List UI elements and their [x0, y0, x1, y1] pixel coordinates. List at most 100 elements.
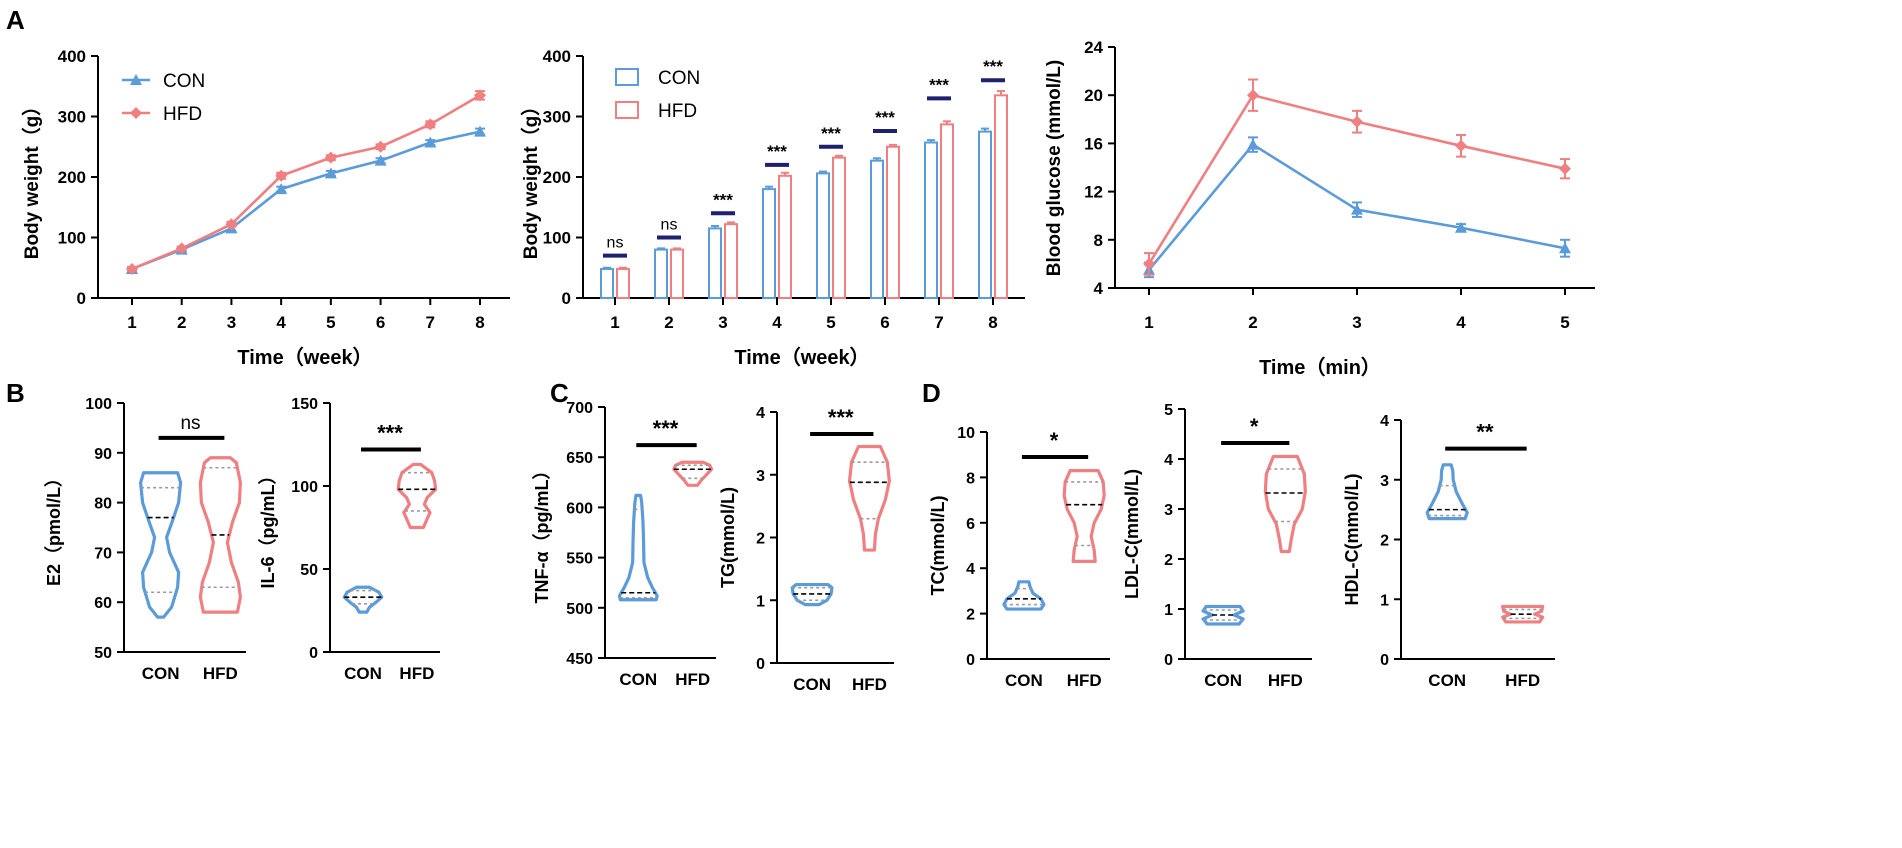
y-tick-label: 100	[85, 396, 112, 413]
bar-hfd	[832, 156, 846, 299]
y-tick-label: 2	[966, 607, 975, 624]
y-tick-label: 10	[957, 425, 975, 442]
y-tick-label: 500	[566, 601, 593, 618]
y-tick-label: 4	[966, 561, 975, 578]
x-tick-label: 6	[376, 313, 385, 332]
significance-label: ***	[821, 124, 841, 143]
point-marker	[130, 107, 142, 119]
y-axis-label: E2（pmol/L）	[44, 469, 64, 586]
y-tick-label: 12	[1084, 183, 1103, 202]
y-tick-label: 650	[566, 450, 593, 467]
x-tick-label: 3	[718, 313, 727, 332]
point-marker	[474, 125, 486, 137]
point-marker	[324, 151, 337, 164]
x-tick-label: 6	[880, 313, 889, 332]
significance-label: ***	[713, 190, 733, 209]
y-tick-label: 0	[562, 289, 571, 308]
y-tick-label: 16	[1084, 134, 1103, 153]
legend-swatch	[615, 101, 639, 119]
violin-hfd	[672, 460, 714, 487]
x-tick-label: 5	[1560, 313, 1569, 332]
y-tick-label: 8	[1094, 231, 1103, 250]
x-tick-label: 1	[127, 313, 136, 332]
violin-con	[1425, 463, 1469, 521]
x-tick-label: 7	[934, 313, 943, 332]
bar-hfd	[886, 145, 900, 299]
chart-d1: 0 2 4 6 8 10 CON HFD * TC(mmol/L)	[928, 425, 1110, 690]
series-line-hfd	[131, 94, 481, 271]
y-tick-label: 300	[543, 108, 571, 127]
y-tick-label: 4	[756, 405, 765, 422]
y-tick-label: 0	[1380, 652, 1389, 669]
x-tick-label: 2	[177, 313, 186, 332]
point-marker	[1351, 203, 1363, 215]
y-axis-label: TG(mmol/L)	[718, 487, 738, 588]
y-tick-label: 70	[94, 545, 112, 562]
y-tick-label: 0	[756, 656, 765, 673]
x-tick-label: HFD	[399, 664, 434, 683]
y-tick-label: 300	[58, 108, 86, 127]
y-tick-label: 600	[566, 500, 593, 517]
legend-label: HFD	[658, 101, 697, 122]
panel-letter-d: D	[922, 378, 941, 408]
y-tick-label: 6	[966, 516, 975, 533]
y-tick-label: 1	[1380, 592, 1389, 609]
significance-label: ***	[653, 416, 679, 441]
point-marker	[474, 89, 486, 102]
chart-b1: 50 60 70 80 90 100 CON HFD ns E2（pmol/L）	[44, 396, 246, 683]
y-tick-label: 3	[1164, 502, 1173, 519]
bar-hfd	[724, 223, 738, 299]
x-tick-label: HFD	[1505, 671, 1540, 690]
x-tick-label: 2	[1248, 313, 1257, 332]
x-tick-label: CON	[793, 675, 831, 694]
point-marker	[374, 140, 387, 153]
bar-con	[816, 172, 830, 299]
y-axis-label: HDL-C(mmol/L)	[1342, 474, 1362, 606]
y-tick-label: 100	[291, 479, 318, 496]
violin-hfd	[396, 462, 438, 530]
y-tick-label: 4	[1380, 413, 1389, 430]
violin-hfd	[1062, 468, 1106, 563]
chart-d3: 0 1 2 3 4 CON HFD ** HDL-C(mmol/L)	[1342, 413, 1555, 690]
x-tick-label: CON	[1005, 671, 1043, 690]
y-tick-label: 0	[77, 289, 86, 308]
significance-label: ns	[607, 235, 624, 252]
x-tick-label: 8	[475, 313, 484, 332]
x-axis-label: Time（week）	[237, 346, 372, 369]
point-marker	[1559, 242, 1571, 254]
x-tick-label: 1	[610, 313, 619, 332]
point-marker	[1351, 115, 1363, 128]
significance-label: ***	[828, 405, 854, 430]
significance-label: ns	[180, 413, 200, 434]
x-tick-label: HFD	[675, 670, 710, 689]
legend-label: CON	[658, 68, 700, 89]
point-marker	[424, 136, 437, 148]
y-tick-label: 1	[756, 593, 765, 610]
point-marker	[1247, 138, 1259, 150]
y-tick-label: 2	[1380, 533, 1389, 550]
x-tick-label: CON	[142, 664, 180, 683]
panel-letter-b: B	[6, 378, 25, 408]
point-marker	[1247, 89, 1259, 102]
panel-letter-c: C	[550, 378, 569, 408]
y-tick-label: 8	[966, 470, 975, 487]
y-tick-label: 3	[756, 468, 765, 485]
point-marker	[175, 242, 188, 255]
y-axis-label: IL-6（pg/mL）	[258, 467, 278, 589]
series-line-con	[131, 130, 481, 271]
x-tick-label: HFD	[1067, 671, 1102, 690]
y-tick-label: 400	[58, 47, 86, 66]
y-tick-label: 60	[94, 595, 112, 612]
violin-con	[617, 493, 659, 602]
x-tick-label: 7	[426, 313, 435, 332]
x-tick-label: CON	[344, 664, 382, 683]
y-tick-label: 90	[94, 446, 112, 463]
point-marker	[275, 183, 288, 195]
y-axis-label: TC(mmol/L)	[928, 496, 948, 596]
y-tick-label: 200	[58, 168, 86, 187]
point-marker	[424, 118, 437, 131]
point-marker	[1143, 257, 1155, 270]
y-tick-label: 2	[1164, 552, 1173, 569]
y-tick-label: 4	[1164, 452, 1173, 469]
x-tick-label: 4	[1456, 313, 1466, 332]
